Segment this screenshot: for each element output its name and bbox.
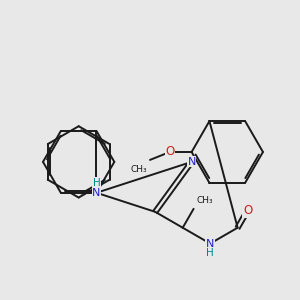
Text: O: O	[243, 204, 252, 217]
Text: H: H	[93, 178, 101, 188]
Text: CH₃: CH₃	[130, 165, 147, 174]
Text: CH₃: CH₃	[196, 196, 213, 205]
Text: O: O	[165, 146, 174, 158]
Text: N: N	[188, 157, 196, 167]
Text: N: N	[92, 188, 101, 198]
Text: H: H	[206, 248, 214, 259]
Text: N: N	[206, 238, 214, 249]
